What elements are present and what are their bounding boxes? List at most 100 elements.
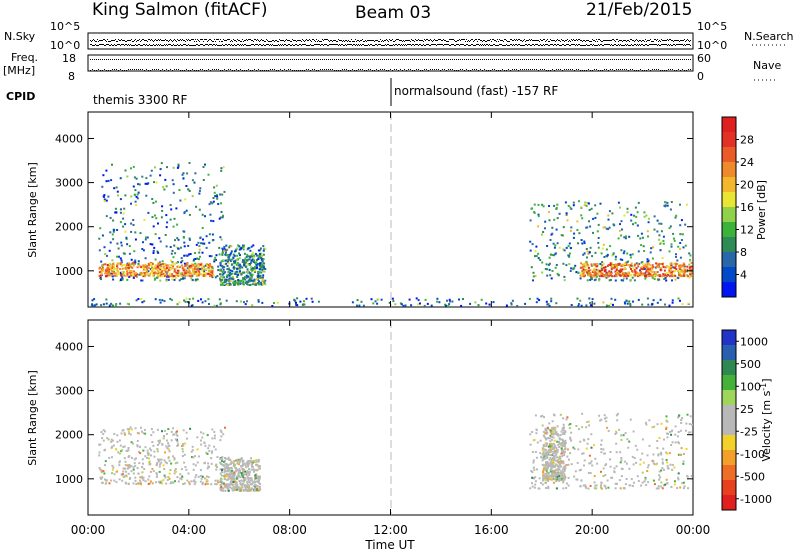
scatter-point: [678, 268, 681, 270]
scatter-point: [219, 458, 222, 460]
scatter-point: [252, 468, 255, 471]
scatter-point: [642, 461, 645, 464]
nsky-trace-point: [304, 41, 305, 42]
scatter-point: [643, 273, 646, 276]
scatter-point: [217, 481, 220, 484]
scatter-point: [232, 253, 235, 256]
nsky-trace-point: [184, 40, 185, 41]
scatter-point: [136, 197, 139, 200]
scatter-point: [237, 244, 240, 247]
scatter-point: [226, 274, 229, 277]
scatter-point: [205, 451, 208, 454]
scatter-point: [245, 274, 248, 277]
colorbar-swatch: [722, 192, 736, 208]
scatter-point: [199, 187, 202, 190]
freq-trace-point: [246, 59, 247, 60]
scatter-point: [567, 476, 570, 479]
scatter-point: [644, 421, 647, 424]
nsky-trace-point: [354, 41, 355, 42]
scatter-point: [124, 433, 126, 436]
scatter-point: [150, 263, 152, 266]
scatter-point: [562, 480, 565, 483]
scatter-point: [510, 302, 513, 305]
nsearch-trace-point: [323, 45, 324, 46]
scatter-point: [209, 269, 212, 272]
scatter-point: [540, 456, 543, 459]
scatter-point: [208, 255, 211, 258]
scatter-point: [164, 178, 167, 181]
scatter-point: [602, 243, 605, 246]
nsearch-trace-point: [130, 44, 131, 45]
scatter-point: [617, 201, 620, 204]
scatter-point: [615, 431, 618, 434]
nsearch-trace-point: [272, 44, 273, 45]
power-scatter: [90, 162, 693, 307]
freq-trace-point: [214, 59, 215, 60]
freq-trace-point: [140, 59, 141, 60]
scatter-point: [589, 304, 592, 307]
freq-trace-point: [322, 59, 323, 60]
scatter-point: [625, 277, 628, 280]
scatter-point: [140, 426, 142, 429]
scatter-point: [672, 270, 675, 273]
scatter-point: [161, 209, 164, 212]
scatter-point: [555, 447, 558, 449]
scatter-point: [165, 245, 168, 248]
freq-trace-point: [174, 59, 175, 60]
station-title: King Salmon (fitACF): [92, 0, 268, 20]
scatter-point: [179, 272, 182, 275]
scatter-point: [600, 267, 603, 270]
scatter-point: [546, 461, 549, 463]
scatter-point: [243, 483, 246, 486]
scatter-point: [163, 188, 166, 191]
scatter-point: [259, 249, 262, 252]
scatter-point: [145, 194, 148, 197]
scatter-point: [105, 268, 108, 271]
scatter-point: [117, 194, 119, 197]
nave-trace-point: [314, 69, 315, 70]
scatter-point: [180, 257, 183, 260]
scatter-point: [552, 450, 555, 453]
freq-trace-point: [378, 59, 379, 60]
nave-trace-point: [376, 69, 377, 70]
nsky-trace-point: [367, 40, 368, 41]
nsearch-trace-point: [156, 44, 157, 45]
scatter-point: [599, 486, 602, 489]
scatter-point: [164, 263, 167, 265]
scatter-point: [566, 448, 569, 451]
nsearch-trace-point: [139, 44, 140, 45]
scatter-point: [556, 451, 559, 454]
scatter-point: [585, 248, 588, 250]
scatter-point: [222, 166, 225, 169]
scatter-point: [219, 488, 222, 491]
scatter-point: [641, 438, 644, 441]
scatter-point: [230, 462, 233, 465]
colorbar-tick-label: 28: [740, 134, 754, 147]
nsky-trace-point: [219, 41, 220, 42]
scatter-point: [558, 446, 561, 448]
scatter-point: [666, 464, 669, 467]
scatter-point: [227, 256, 230, 259]
scatter-point: [180, 468, 183, 471]
scatter-point: [562, 439, 565, 442]
scatter-point: [603, 256, 606, 258]
nsearch-trace-point: [327, 45, 328, 46]
scatter-point: [185, 297, 188, 300]
scatter-point: [596, 212, 599, 215]
scatter-point: [192, 259, 195, 262]
nsearch-trace-point: [222, 44, 223, 45]
scatter-point: [219, 478, 222, 481]
nsky-trace-point: [372, 40, 373, 41]
scatter-point: [224, 426, 226, 429]
nsky-trace-point: [229, 39, 230, 40]
scatter-point: [683, 265, 686, 268]
scatter-point: [246, 482, 249, 485]
scatter-point: [584, 484, 587, 487]
scatter-point: [677, 416, 680, 419]
nsky-trace-point: [293, 40, 294, 41]
scatter-point: [172, 481, 175, 484]
scatter-point: [641, 274, 644, 277]
scatter-point: [239, 265, 242, 268]
freq-trace-point: [372, 59, 373, 60]
scatter-point: [553, 471, 556, 474]
